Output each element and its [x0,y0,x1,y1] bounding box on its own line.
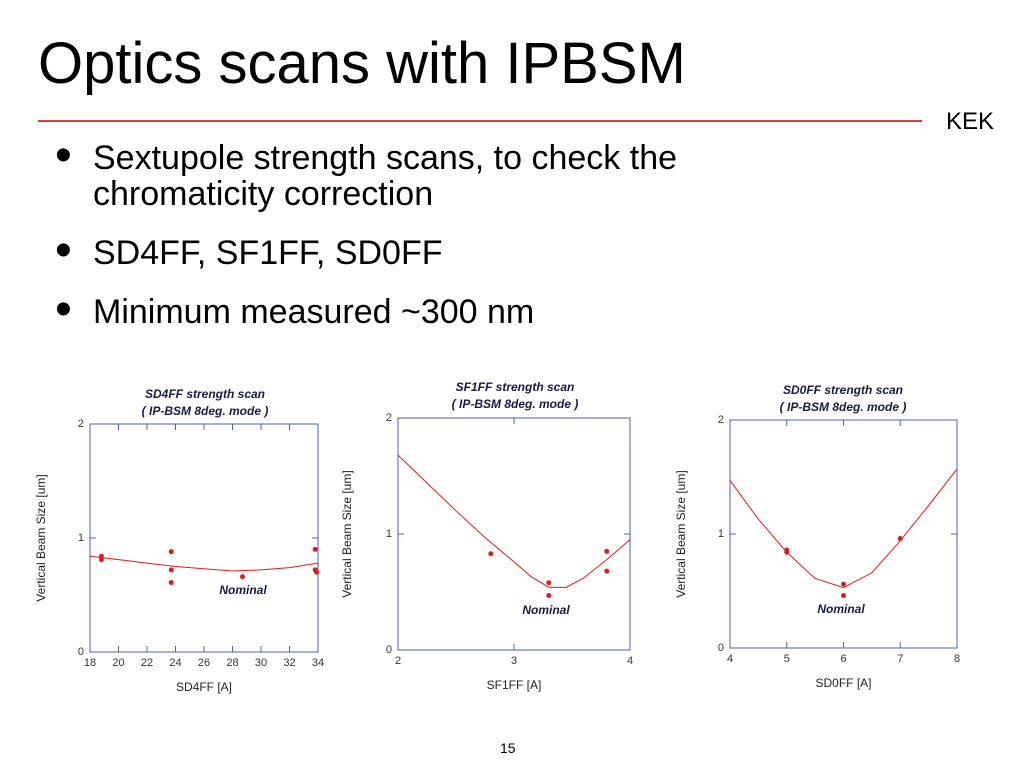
y-tick-label: 1 [78,532,84,544]
y-tick-label: 2 [78,418,84,430]
y-tick-label: 0 [386,644,392,656]
x-tick-label: 26 [198,657,210,669]
x-tick-label: 24 [169,657,181,669]
x-tick-label: 30 [255,657,267,669]
y-tick-label: 1 [718,528,724,540]
plot-frame [89,423,319,653]
plot-frame [397,417,631,651]
chart-subtitle: ( IP-BSM 8deg. mode ) [780,400,907,414]
bullet: Minimum measured ~300 nm [55,292,835,330]
x-tick-label: 8 [954,653,960,665]
fit-curve [729,468,958,589]
x-tick-label: 2 [395,655,401,667]
data-point [546,592,552,598]
chart-title: SF1FF strength scan [456,380,575,394]
x-tick-label: 4 [727,653,733,665]
y-axis-label: Vertical Beam Size [um] [34,474,48,601]
data-point [168,549,174,555]
y-axis-label: Vertical Beam Size [um] [674,470,688,597]
org-label: KEK [946,108,995,135]
data-point [841,593,846,599]
y-tick-label: 0 [78,646,84,658]
bullet-list: Sextupole strength scans, to check the c… [55,138,835,353]
y-tick-label: 2 [718,414,724,426]
chart-title: SD4FF strength scan [145,387,265,401]
y-tick-label: 0 [718,642,724,654]
data-point [604,548,610,554]
x-tick-label: 3 [511,655,517,667]
x-tick-label: 28 [226,657,238,669]
data-point [488,551,494,557]
x-tick-label: 7 [897,653,903,665]
data-point [168,579,174,585]
data-point [239,574,245,580]
x-tick-label: 18 [84,657,96,669]
bullet: SD4FF, SF1FF, SD0FF [55,233,835,271]
bullet: Sextupole strength scans, to check the c… [55,138,835,212]
data-point [312,546,318,552]
x-tick-label: 22 [141,657,153,669]
x-tick-label: 34 [312,657,324,669]
title-rule [38,120,922,122]
data-point [546,580,552,586]
data-point [168,567,174,573]
annotation: Nominal [219,583,267,597]
x-axis-label: SF1FF [A] [487,678,542,692]
chart-subtitle: ( IP-BSM 8deg. mode ) [452,397,579,411]
x-tick-label: 4 [627,655,633,667]
data-point [841,581,846,587]
data-point [604,568,610,574]
annotation: Nominal [522,603,570,617]
x-tick-label: 20 [112,657,124,669]
x-axis-label: SD0FF [A] [815,676,871,690]
data-point [98,557,104,563]
chart-title: SD0FF strength scan [783,383,903,397]
x-axis-label: SD4FF [A] [176,680,232,694]
y-tick-label: 1 [386,528,392,540]
slide-title: Optics scans with IPBSM [38,31,686,96]
x-tick-label: 32 [283,657,295,669]
fit-curve [397,454,631,588]
annotation: Nominal [817,602,865,616]
fit-curve [89,555,319,572]
x-tick-label: 5 [784,653,790,665]
chart-subtitle: ( IP-BSM 8deg. mode ) [142,404,269,418]
y-tick-label: 2 [386,412,392,424]
x-tick-label: 6 [840,653,846,665]
data-point [314,569,320,575]
page-number: 15 [500,740,516,756]
y-axis-label: Vertical Beam Size [um] [340,470,354,597]
